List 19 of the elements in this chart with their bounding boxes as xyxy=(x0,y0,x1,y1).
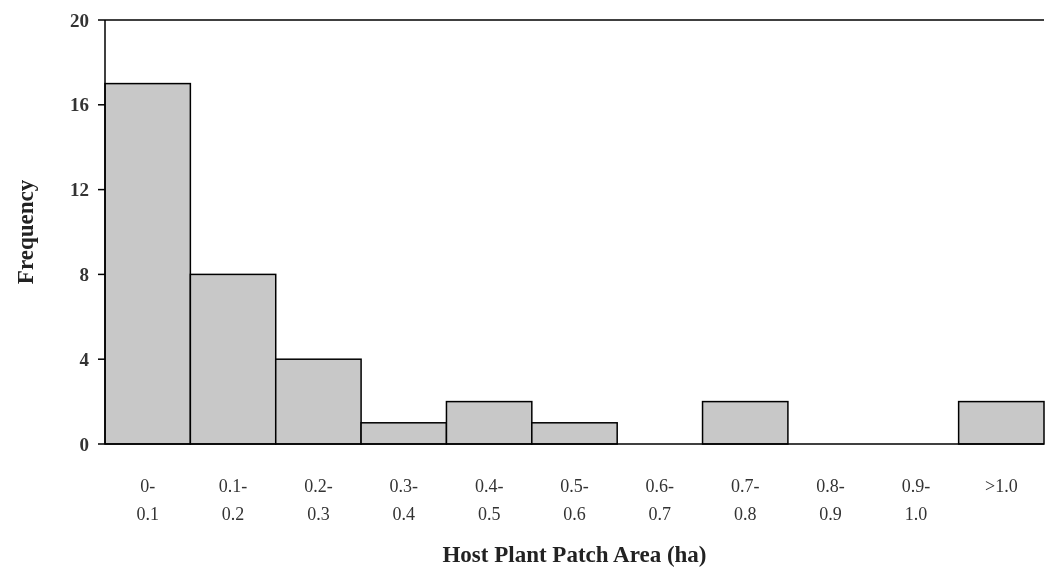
y-tick-label: 4 xyxy=(79,348,90,370)
y-tick-label: 8 xyxy=(79,264,89,286)
x-tick-label: 0.3-0.4 xyxy=(389,476,419,524)
x-tick-label: >1.0 xyxy=(984,476,1018,496)
y-tick-label: 20 xyxy=(70,9,89,31)
x-tick-label: 0.1-0.2 xyxy=(218,476,248,524)
x-tick-label: 0-0.1 xyxy=(136,476,159,524)
x-tick-label: 0.6-0.7 xyxy=(645,476,675,524)
x-tick-label: 0.4-0.5 xyxy=(474,476,504,524)
x-axis-title: Host Plant Patch Area (ha) xyxy=(442,542,707,567)
x-tick-label: 0.5-0.6 xyxy=(560,476,589,524)
x-tick-label: 0.2-0.3 xyxy=(304,476,333,524)
y-tick-label: 16 xyxy=(70,94,89,116)
x-tick-label: 0.7-0.8 xyxy=(730,476,760,524)
x-tick-label: 0.9-1.0 xyxy=(901,476,931,524)
y-axis-title: Frequency xyxy=(13,179,38,285)
y-tick-label: 0 xyxy=(79,433,89,455)
x-tick-label: 0.8-0.9 xyxy=(816,476,845,524)
y-tick-label: 12 xyxy=(70,179,89,201)
